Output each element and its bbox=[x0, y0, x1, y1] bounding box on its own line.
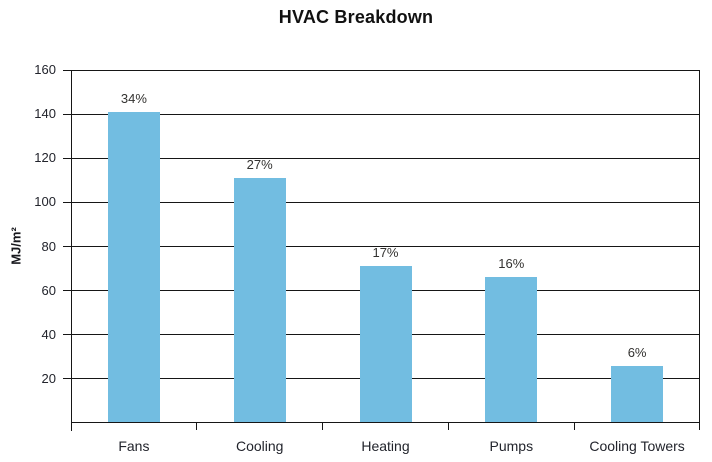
bar-cooling bbox=[233, 178, 286, 423]
y-tick-mark-40 bbox=[63, 334, 71, 336]
bar-fans bbox=[107, 111, 160, 423]
bar-value-label-cooling-towers: 6% bbox=[627, 344, 647, 360]
x-category-label-fans: Fans bbox=[118, 438, 150, 454]
bar-value-label-heating: 17% bbox=[372, 245, 399, 261]
y-tick-label-120: 120 bbox=[34, 150, 56, 166]
chart-title: HVAC Breakdown bbox=[278, 7, 434, 27]
y-tick-mark-80 bbox=[63, 246, 71, 247]
y-tick-mark-140 bbox=[63, 113, 71, 115]
plot-area: 34% Fans 27% Cooling 17% Heating 16% Pumps 6% Coo… bbox=[63, 69, 700, 454]
bar-value-label-cooling: 27% bbox=[246, 157, 273, 173]
gridline-y-80 bbox=[71, 246, 700, 247]
y-tick-mark-120 bbox=[63, 157, 71, 159]
x-category-label-pumps: Pumps bbox=[489, 438, 534, 454]
gridline-y-140 bbox=[71, 113, 700, 115]
y-tick-label-160: 160 bbox=[34, 62, 56, 77]
bar-value-label-fans: 34% bbox=[120, 90, 147, 106]
x-tick-mark-1 bbox=[196, 423, 198, 430]
y-tick-label-100: 100 bbox=[34, 194, 56, 210]
y-axis-line bbox=[71, 70, 72, 431]
x-tick-mark-2 bbox=[322, 423, 324, 430]
y-tick-label-80: 80 bbox=[41, 238, 56, 254]
x-category-label-cooling-towers: Cooling Towers bbox=[589, 438, 685, 454]
y-tick-mark-20 bbox=[63, 378, 71, 380]
x-category-label-cooling: Cooling bbox=[235, 438, 284, 454]
plot-right-border bbox=[699, 70, 700, 430]
y-tick-mark-160 bbox=[63, 69, 71, 71]
y-tick-mark-60 bbox=[63, 290, 71, 292]
y-tick-label-20: 20 bbox=[41, 370, 56, 386]
gridline-y-100 bbox=[71, 201, 700, 203]
bar-value-label-pumps: 16% bbox=[498, 256, 525, 272]
x-category-label-heating: Heating bbox=[361, 438, 410, 454]
y-tick-label-140: 140 bbox=[34, 106, 56, 122]
x-tick-mark-4 bbox=[573, 423, 575, 430]
bar-cooling-towers bbox=[611, 365, 664, 423]
bar-heating bbox=[359, 266, 412, 423]
bar-pumps bbox=[485, 277, 538, 423]
gridline-y-120 bbox=[71, 157, 700, 159]
gridline-y-160 bbox=[71, 69, 700, 71]
x-axis-line bbox=[71, 422, 700, 423]
y-tick-mark-100 bbox=[63, 201, 71, 203]
y-tick-label-60: 60 bbox=[41, 282, 56, 298]
y-tick-label-40: 40 bbox=[41, 326, 56, 342]
x-tick-mark-3 bbox=[447, 423, 449, 430]
